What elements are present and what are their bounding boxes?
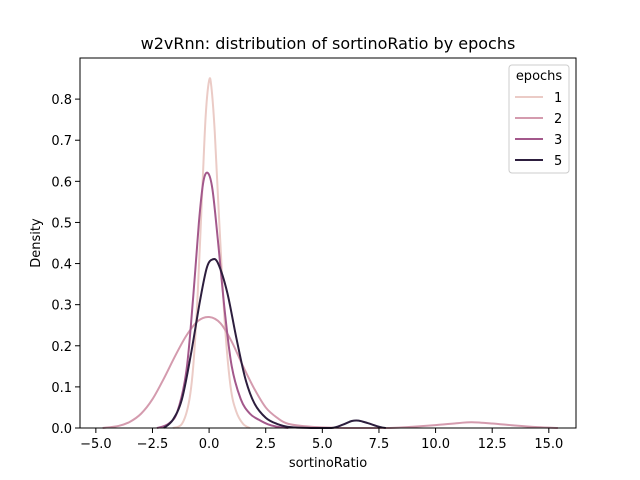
y-tick-label: 0.3 bbox=[51, 299, 72, 314]
legend-label-5: 5 bbox=[554, 154, 562, 169]
x-tick-label: 0.0 bbox=[199, 437, 220, 452]
x-tick-label: 12.5 bbox=[478, 437, 507, 452]
x-tick-label: 15.0 bbox=[534, 437, 563, 452]
y-tick-label: 0.5 bbox=[51, 216, 72, 231]
legend-label-2: 2 bbox=[554, 112, 562, 127]
legend: epochs 1 2 3 5 bbox=[508, 64, 570, 174]
legend-label-3: 3 bbox=[554, 133, 562, 148]
plot-frame bbox=[79, 57, 577, 429]
y-tick-label: 0.8 bbox=[51, 93, 72, 108]
y-tick-label: 0.6 bbox=[51, 175, 72, 190]
x-tick-label: −5.0 bbox=[80, 437, 112, 452]
y-tick-label: 0.0 bbox=[51, 422, 72, 437]
x-tick-label: 2.5 bbox=[255, 437, 276, 452]
x-tick-label: −2.5 bbox=[137, 437, 169, 452]
chart-title: w2vRnn: distribution of sortinoRatio by … bbox=[141, 34, 516, 53]
series-line-epochs-2 bbox=[102, 315, 558, 429]
plot-area bbox=[102, 77, 558, 429]
legend-entries: 1 2 3 5 bbox=[515, 91, 562, 169]
x-axis-label: sortinoRatio bbox=[289, 456, 367, 471]
y-axis: 0.0 0.1 0.2 0.3 0.4 0.5 0.6 0.7 0.8 bbox=[51, 93, 80, 437]
y-tick-label: 0.2 bbox=[51, 340, 72, 355]
y-tick-label: 0.4 bbox=[51, 258, 72, 273]
y-tick-label: 0.7 bbox=[51, 134, 72, 149]
legend-title: epochs bbox=[516, 69, 563, 84]
x-tick-label: 5.0 bbox=[312, 437, 333, 452]
x-axis: −5.0 −2.5 0.0 2.5 5.0 7.5 10.0 12.5 15.0 bbox=[80, 428, 563, 452]
series-line-epochs-3 bbox=[156, 171, 289, 429]
x-tick-label: 7.5 bbox=[369, 437, 390, 452]
y-axis-label: Density bbox=[29, 218, 44, 268]
x-tick-label: 10.0 bbox=[421, 437, 450, 452]
legend-label-1: 1 bbox=[554, 91, 562, 106]
series-line-epochs-5 bbox=[163, 257, 386, 429]
series-line-epochs-1 bbox=[172, 77, 251, 429]
y-tick-label: 0.1 bbox=[51, 381, 72, 396]
